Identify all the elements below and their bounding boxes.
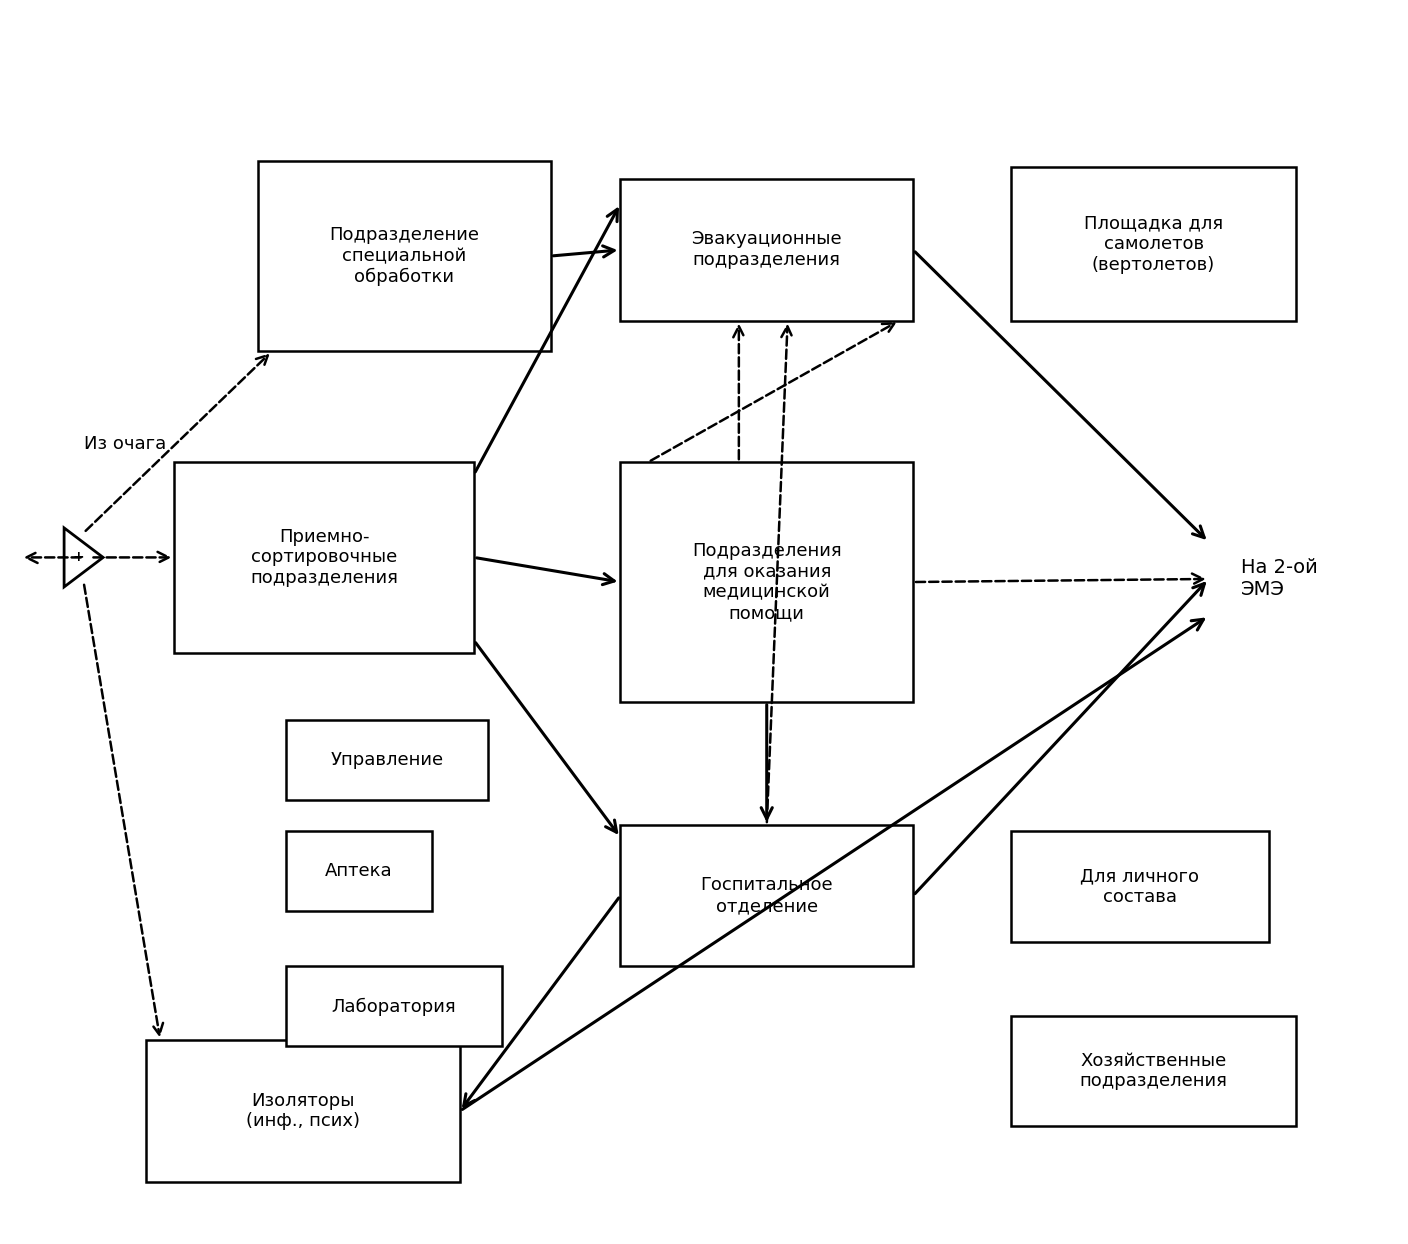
- Text: +: +: [72, 550, 84, 565]
- FancyBboxPatch shape: [258, 160, 551, 351]
- Text: Изоляторы
(инф., псих): Изоляторы (инф., псих): [246, 1091, 360, 1131]
- Text: Подразделение
специальной
обработки: Подразделение специальной обработки: [329, 226, 479, 286]
- Text: Для личного
состава: Для личного состава: [1080, 867, 1200, 906]
- FancyBboxPatch shape: [175, 462, 474, 653]
- FancyBboxPatch shape: [621, 462, 914, 702]
- FancyBboxPatch shape: [286, 831, 432, 911]
- Text: Управление: Управление: [331, 751, 444, 769]
- Text: На 2-ой
ЭМЭ: На 2-ой ЭМЭ: [1240, 559, 1318, 600]
- FancyBboxPatch shape: [1011, 831, 1269, 942]
- FancyBboxPatch shape: [286, 967, 501, 1046]
- Text: Лаборатория: Лаборатория: [331, 998, 456, 1015]
- Text: Площадка для
самолетов
(вертолетов): Площадка для самолетов (вертолетов): [1084, 214, 1224, 274]
- FancyBboxPatch shape: [146, 1040, 460, 1182]
- FancyBboxPatch shape: [1011, 167, 1297, 321]
- Text: Госпитальное
отделение: Госпитальное отделение: [700, 876, 834, 916]
- FancyBboxPatch shape: [621, 179, 914, 321]
- Text: Подразделения
для оказания
медицинской
помощи: Подразделения для оказания медицинской п…: [691, 542, 842, 622]
- Text: Аптека: Аптека: [325, 862, 393, 880]
- Text: Хозяйственные
подразделения: Хозяйственные подразделения: [1080, 1051, 1228, 1091]
- Text: Приемно-
сортировочные
подразделения: Приемно- сортировочные подразделения: [251, 527, 398, 587]
- FancyBboxPatch shape: [621, 825, 914, 967]
- Text: Эвакуационные
подразделения: Эвакуационные подразделения: [691, 230, 842, 269]
- Text: Из очага: Из очага: [84, 434, 166, 453]
- FancyBboxPatch shape: [286, 720, 489, 800]
- FancyBboxPatch shape: [1011, 1015, 1297, 1126]
